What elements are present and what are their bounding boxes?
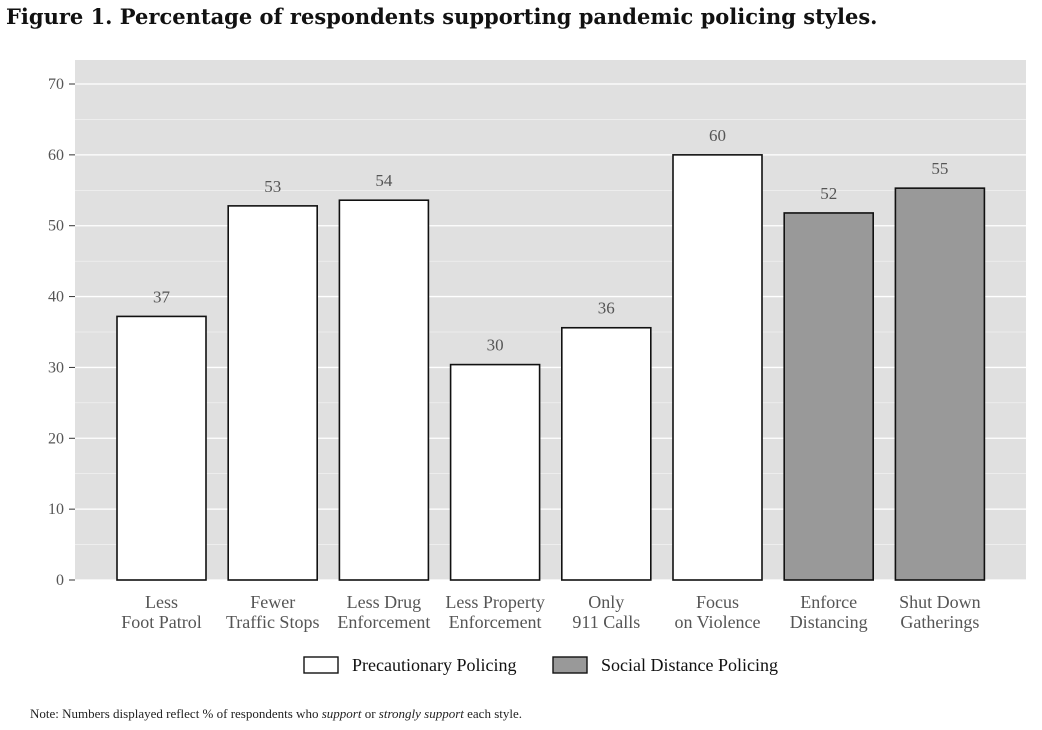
x-tick-label: Less Drug (347, 592, 422, 612)
value-label: 36 (598, 299, 615, 318)
x-tick-label: Focus (696, 592, 739, 612)
y-tick-label: 20 (48, 430, 64, 447)
figure-note: Note: Numbers displayed reflect % of res… (30, 706, 522, 722)
y-axis: 0 10 20 30 40 50 60 70 (48, 76, 75, 589)
bar (339, 200, 428, 580)
y-tick-label: 50 (48, 218, 64, 235)
value-label: 37 (153, 287, 171, 306)
x-tick-label: Enforce (800, 592, 857, 612)
x-tick-label: Distancing (790, 612, 868, 632)
bar (451, 365, 540, 580)
note-mid: or (361, 706, 378, 721)
plot-panel (75, 60, 1026, 580)
legend-label: Social Distance Policing (601, 655, 778, 675)
bar (562, 328, 651, 580)
x-tick-label: on Violence (674, 612, 760, 632)
bar (784, 213, 873, 580)
x-tick-label: Foot Patrol (121, 612, 202, 632)
legend-swatch (304, 657, 338, 673)
y-tick-label: 10 (48, 501, 64, 518)
bar (673, 155, 762, 580)
bar-chart: 0 10 20 30 40 50 60 70 37 53 54 30 36 60 52 55 LessFoo… (0, 0, 1042, 700)
x-tick-label: Less Property (445, 592, 544, 612)
x-tick-label: Traffic Stops (226, 612, 320, 632)
x-tick-label: 911 Calls (572, 612, 640, 632)
x-tick-label: Less (145, 592, 178, 612)
value-label: 55 (931, 159, 948, 178)
y-tick-label: 30 (48, 359, 64, 376)
legend-swatch (553, 657, 587, 673)
value-label: 52 (820, 184, 837, 203)
value-label: 54 (375, 171, 393, 190)
y-tick-label: 60 (48, 147, 64, 164)
note-prefix: Note: Numbers displayed reflect % of res… (30, 706, 322, 721)
legend: Precautionary Policing Social Distance Po… (304, 655, 778, 675)
x-tick-label: Enforcement (337, 612, 430, 632)
note-emphasis-support: support (322, 706, 362, 721)
x-tick-label: Fewer (250, 592, 295, 612)
x-tick-label: Gatherings (900, 612, 979, 632)
legend-label: Precautionary Policing (352, 655, 516, 675)
note-suffix: each style. (464, 706, 522, 721)
bar (228, 206, 317, 580)
x-tick-label: Shut Down (899, 592, 981, 612)
value-label: 53 (264, 177, 281, 196)
x-tick-label: Enforcement (449, 612, 542, 632)
y-tick-label: 0 (56, 572, 64, 589)
bar (895, 188, 984, 580)
value-label: 60 (709, 126, 726, 145)
value-label: 30 (487, 336, 504, 355)
note-emphasis-strongly-support: strongly support (379, 706, 464, 721)
x-tick-label: Only (588, 592, 624, 612)
bar (117, 316, 206, 580)
y-tick-label: 70 (48, 76, 64, 93)
y-tick-label: 40 (48, 289, 64, 306)
